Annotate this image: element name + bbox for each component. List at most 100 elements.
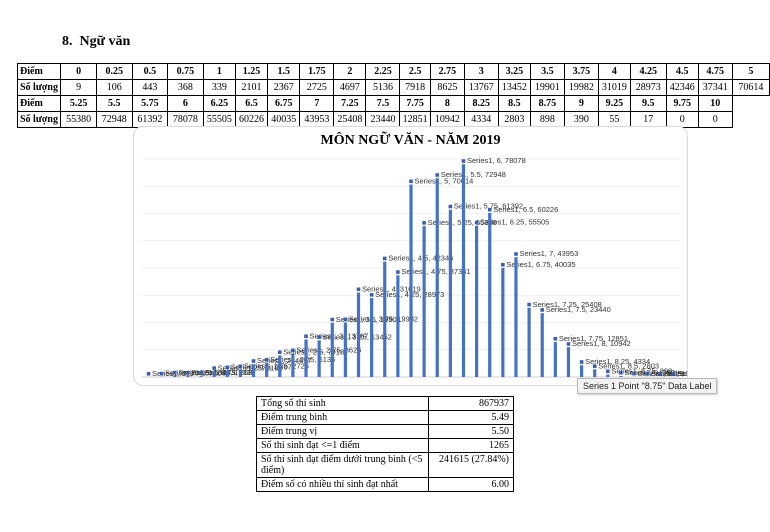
data-label[interactable]: Series1, 8.75, 898 — [611, 367, 672, 376]
bar-5.5[interactable] — [435, 178, 439, 377]
count-cell: 31019 — [597, 79, 631, 96]
data-label-marker — [553, 336, 558, 341]
count-cell: 2725 — [299, 79, 335, 96]
bar-1[interactable] — [199, 376, 203, 377]
data-label[interactable]: Series1, 8.25, 4334 — [585, 357, 650, 366]
data-label[interactable]: Series1, 3.5, 19901 — [336, 315, 401, 324]
count-cell: 19901 — [529, 79, 565, 96]
bar-2[interactable] — [251, 364, 256, 377]
data-label[interactable]: Series1, 10, 0 — [677, 369, 687, 378]
score-cell: 8 — [429, 95, 465, 112]
bar-6.25[interactable] — [475, 225, 479, 377]
score-cell: 3.25 — [497, 63, 531, 80]
stats-label: Tổng số thí sinh — [256, 396, 429, 411]
bar-6.75[interactable] — [501, 267, 505, 377]
bar-1.75[interactable] — [238, 369, 243, 377]
bar-7.5[interactable] — [540, 313, 544, 377]
data-label-marker — [409, 179, 413, 184]
count-cell: 72948 — [95, 111, 133, 128]
chart-container[interactable]: Series1, 0, 9 Series1, 0.25, 106 Series1, … — [133, 126, 688, 386]
bar-7[interactable] — [514, 257, 518, 377]
stats-row: Điểm trung vị 5.50 — [256, 424, 514, 439]
score-cell: 9.25 — [597, 95, 631, 112]
data-label[interactable]: Series1, 5.5, 72948 — [441, 170, 506, 179]
data-label[interactable]: Series1, 7.25, 25408 — [533, 300, 602, 309]
count-cell: 106 — [95, 79, 133, 96]
data-label-marker — [225, 365, 230, 370]
data-label[interactable]: Series1, 5, 70614 — [415, 177, 474, 186]
data-label[interactable]: Series1, 2.75, 8625 — [296, 345, 361, 354]
data-label[interactable]: Series1, 7, 43953 — [519, 249, 578, 258]
bar-3.5[interactable] — [330, 322, 334, 377]
data-label[interactable]: Series1, 9, 390 — [624, 368, 674, 377]
bar-4[interactable] — [356, 292, 361, 377]
bar-2.5[interactable] — [278, 355, 282, 377]
data-label[interactable]: Series1, 3, 13767 — [310, 331, 369, 340]
bar-1.25[interactable] — [212, 371, 216, 377]
bar-8.75[interactable] — [606, 374, 610, 377]
bar-3.25[interactable] — [317, 340, 321, 377]
score-cell: 2.25 — [365, 63, 401, 80]
stats-label: Số thí sinh đạt điểm dưới trung bình (<5… — [256, 452, 429, 478]
bar-0.75[interactable] — [186, 375, 190, 377]
count-cell: 0 — [697, 111, 733, 128]
data-label[interactable]: Series1, 0.25, 106 — [165, 369, 226, 378]
row-header: Điểm — [16, 63, 62, 80]
score-cell: 9 — [563, 95, 599, 112]
data-label[interactable]: Series1, 4.5, 42346 — [388, 254, 453, 263]
data-label[interactable]: Series1, 1.5, 2367 — [231, 363, 292, 372]
bar-7.75[interactable] — [553, 341, 557, 377]
data-label[interactable]: Series1, 0.5, 443 — [178, 368, 235, 377]
data-label-marker — [658, 372, 663, 376]
data-label[interactable]: Series1, 9.75, 0 — [664, 369, 687, 378]
data-label[interactable]: Series1, 4, 31019 — [362, 284, 421, 293]
bar-4.25[interactable] — [370, 298, 374, 377]
data-label[interactable]: Series1, 2, 4697 — [257, 356, 312, 365]
data-label-marker — [343, 317, 348, 322]
data-label[interactable]: Series1, 9.5, 17 — [651, 369, 687, 378]
bar-2.25[interactable] — [265, 363, 269, 377]
bar-0.5[interactable] — [173, 375, 177, 377]
bar-6.5[interactable] — [488, 212, 492, 377]
bar-8.5[interactable] — [593, 369, 597, 377]
score-cell: 5.75 — [131, 95, 169, 112]
data-label[interactable]: Series1, 1.25, 2101 — [218, 363, 283, 372]
bar-4.75[interactable] — [396, 275, 400, 377]
stats-row: Tổng số thí sinh 867937 — [256, 396, 514, 411]
bar-3.75[interactable] — [343, 322, 347, 377]
bar-2.75[interactable] — [291, 353, 295, 377]
data-label[interactable]: Series1, 6.5, 60226 — [493, 205, 558, 214]
data-label[interactable]: Series1, 0.75, 368 — [191, 368, 252, 377]
bar-5.75[interactable] — [448, 209, 452, 377]
data-label[interactable]: Series1, 1, 339 — [205, 368, 255, 377]
bar-5.25[interactable] — [422, 226, 426, 377]
bar-4.5[interactable] — [383, 261, 387, 377]
count-cell: 13767 — [463, 79, 499, 96]
data-label[interactable]: Series1, 7.75, 12851 — [559, 334, 628, 343]
data-label[interactable]: Series1, 2.25, 5136 — [270, 355, 335, 364]
bar-1.5[interactable] — [225, 370, 229, 377]
bar-3[interactable] — [304, 339, 308, 377]
data-label[interactable]: Series1, 7.5, 23440 — [546, 305, 611, 314]
bar-6[interactable] — [461, 164, 466, 377]
data-label[interactable]: Series1, 9.25, 55 — [638, 369, 687, 378]
count-cell: 9 — [60, 79, 97, 96]
score-row: Điểm 5.25 5.5 5.75 6 6.25 6.5 6.75 7 7.25 7.5 7.75 8… — [16, 95, 770, 112]
data-label[interactable]: Series1, 6.25, 55505 — [480, 218, 549, 227]
data-label-marker — [304, 334, 308, 339]
data-label[interactable]: Series1, 1.75, 2725 — [244, 362, 309, 371]
bar-5[interactable] — [409, 184, 413, 377]
bar-9[interactable] — [619, 375, 623, 377]
data-label[interactable]: Series1, 5.75, 61392 — [454, 202, 523, 211]
data-label[interactable]: Series1, 2.5, 7918 — [283, 347, 344, 356]
bar-8[interactable] — [566, 347, 571, 377]
bar-7.25[interactable] — [527, 307, 531, 377]
data-label[interactable]: Series1, 8, 10942 — [572, 339, 631, 348]
data-label-marker — [146, 371, 151, 376]
score-cell: 4 — [597, 63, 631, 80]
data-label[interactable]: Series1, 6, 78078 — [467, 156, 526, 165]
bar-8.25[interactable] — [579, 365, 584, 377]
stats-row: Điểm số có nhiều thí sinh đạt nhất 6.00 — [256, 477, 514, 492]
data-label[interactable]: Series1, 8.5, 2803 — [598, 361, 659, 370]
data-label[interactable]: Series1, 6.75, 40035 — [506, 260, 575, 269]
